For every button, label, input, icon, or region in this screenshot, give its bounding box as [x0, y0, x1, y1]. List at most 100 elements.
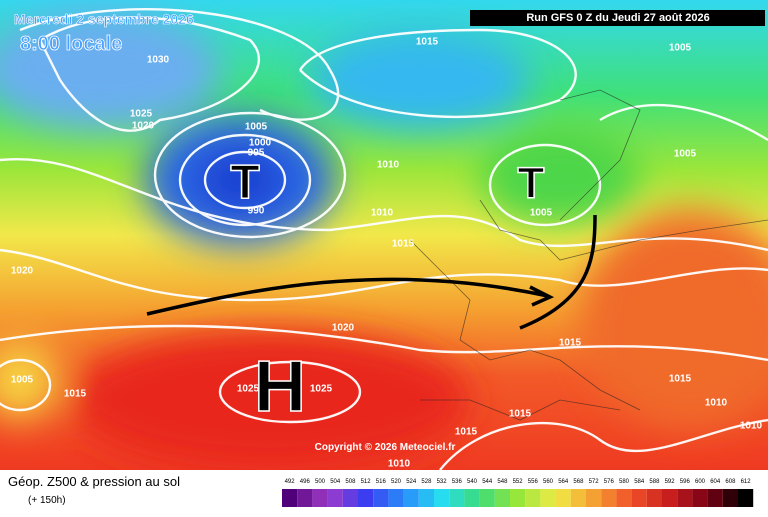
scale-label: 572	[589, 479, 600, 485]
scale-swatch	[662, 489, 678, 507]
scale-label: 500	[315, 479, 326, 485]
scale-swatch	[358, 489, 374, 507]
scale-swatch	[449, 489, 465, 507]
scale-swatch	[601, 489, 617, 507]
valid-date: Mercredi 2 septembre 2026	[14, 11, 194, 27]
isobar-label: 1015	[392, 239, 415, 250]
isobar-label: 1025	[237, 384, 260, 395]
run-banner	[470, 10, 765, 26]
scale-swatch	[494, 489, 510, 507]
isobar-label: 1015	[509, 409, 532, 420]
scale-swatch	[418, 489, 434, 507]
scale-swatch	[692, 489, 708, 507]
scale-label: 540	[467, 479, 478, 485]
local-time: 8:00 locale	[20, 33, 122, 55]
isobar-label: 1020	[132, 121, 155, 132]
isobar-label: 1025	[310, 384, 333, 395]
scale-swatch	[434, 489, 450, 507]
pressure-center: T	[518, 159, 545, 208]
scale-swatch	[388, 489, 404, 507]
scale-swatch	[570, 489, 586, 507]
scale-swatch	[342, 489, 358, 507]
scale-label: 568	[573, 479, 584, 485]
isobar-label: 995	[248, 148, 265, 159]
scale-label: 588	[649, 479, 660, 485]
scale-label: 612	[741, 479, 752, 485]
scale-swatch	[510, 489, 526, 507]
isobar-label: 1005	[11, 375, 34, 386]
scale-label: 516	[376, 479, 387, 485]
scale-label: 508	[345, 479, 356, 485]
isobar-label: 1005	[669, 43, 692, 54]
scale-swatch	[722, 489, 738, 507]
scale-label: 604	[710, 479, 721, 485]
scale-label: 560	[543, 479, 554, 485]
isobar-label: 1010	[388, 459, 411, 470]
scale-swatch	[631, 489, 647, 507]
scale-label: 576	[604, 479, 615, 485]
scale-swatch	[327, 489, 343, 507]
scale-swatch	[707, 489, 723, 507]
flow-arrow	[146, 214, 597, 330]
isobar-label: 1025	[130, 109, 153, 120]
scale-label: 584	[634, 479, 645, 485]
scale-swatch	[403, 489, 419, 507]
isobar-label: 1020	[332, 323, 355, 334]
isobar-label: 1005	[530, 208, 553, 219]
scale-label: 556	[528, 479, 539, 485]
scale-swatch	[616, 489, 632, 507]
scale-label: 592	[665, 479, 676, 485]
lead-time: (+ 150h)	[28, 495, 66, 506]
scale-swatch	[464, 489, 480, 507]
copyright: Copyright © 2026 Meteociel.fr	[315, 442, 456, 453]
scale-swatch	[646, 489, 662, 507]
isobar-label: 1015	[64, 389, 87, 400]
scale-label: 532	[437, 479, 448, 485]
isobar-label: 1000	[249, 138, 272, 149]
scale-label: 600	[695, 479, 706, 485]
scale-swatch	[586, 489, 602, 507]
scale-label: 496	[300, 479, 311, 485]
scale-label: 580	[619, 479, 630, 485]
scale-label: 512	[361, 479, 372, 485]
isobar-label: 1005	[245, 122, 268, 133]
scale-label: 596	[680, 479, 691, 485]
scale-swatch	[297, 489, 313, 507]
scale-label: 492	[285, 479, 296, 485]
scale-swatch	[312, 489, 328, 507]
scale-label: 608	[725, 479, 736, 485]
map: Run GFS 0 Z du Jeudi 27 août 2026 Mercre…	[0, 0, 768, 471]
isobar-label: 1010	[740, 421, 763, 432]
isobar-label: 1015	[559, 338, 582, 349]
isobar-label: 1010	[377, 160, 400, 171]
scale-label: 520	[391, 479, 402, 485]
scale-swatch	[373, 489, 389, 507]
isobar-label: 1010	[371, 208, 394, 219]
scale-swatch	[525, 489, 541, 507]
isobar-label: 1010	[705, 398, 728, 409]
scale-label: 564	[558, 479, 569, 485]
scale-label: 552	[513, 479, 524, 485]
scale-label: 544	[482, 479, 493, 485]
isobar-label: 1020	[11, 266, 34, 277]
scale-label: 524	[406, 479, 417, 485]
scale-swatch	[540, 489, 556, 507]
scale-label: 548	[497, 479, 508, 485]
scale-label: 528	[421, 479, 432, 485]
isobar-label: 1015	[416, 37, 439, 48]
isobar-label: 990	[248, 206, 265, 217]
isobar-label: 1030	[147, 55, 170, 66]
isobar-label: 1015	[669, 374, 692, 385]
isobar-label: 1005	[674, 149, 697, 160]
pressure-center: T	[230, 157, 259, 210]
scale-label: 504	[330, 479, 341, 485]
scale-swatch	[677, 489, 693, 507]
footer-title: Géop. Z500 & pression au sol	[8, 474, 180, 489]
scale-swatch	[738, 489, 754, 507]
scale-swatch	[479, 489, 495, 507]
scale-swatch	[555, 489, 571, 507]
pressure-center: H	[254, 347, 306, 427]
isobar-label: 1015	[455, 427, 478, 438]
scale-swatch	[282, 489, 298, 507]
